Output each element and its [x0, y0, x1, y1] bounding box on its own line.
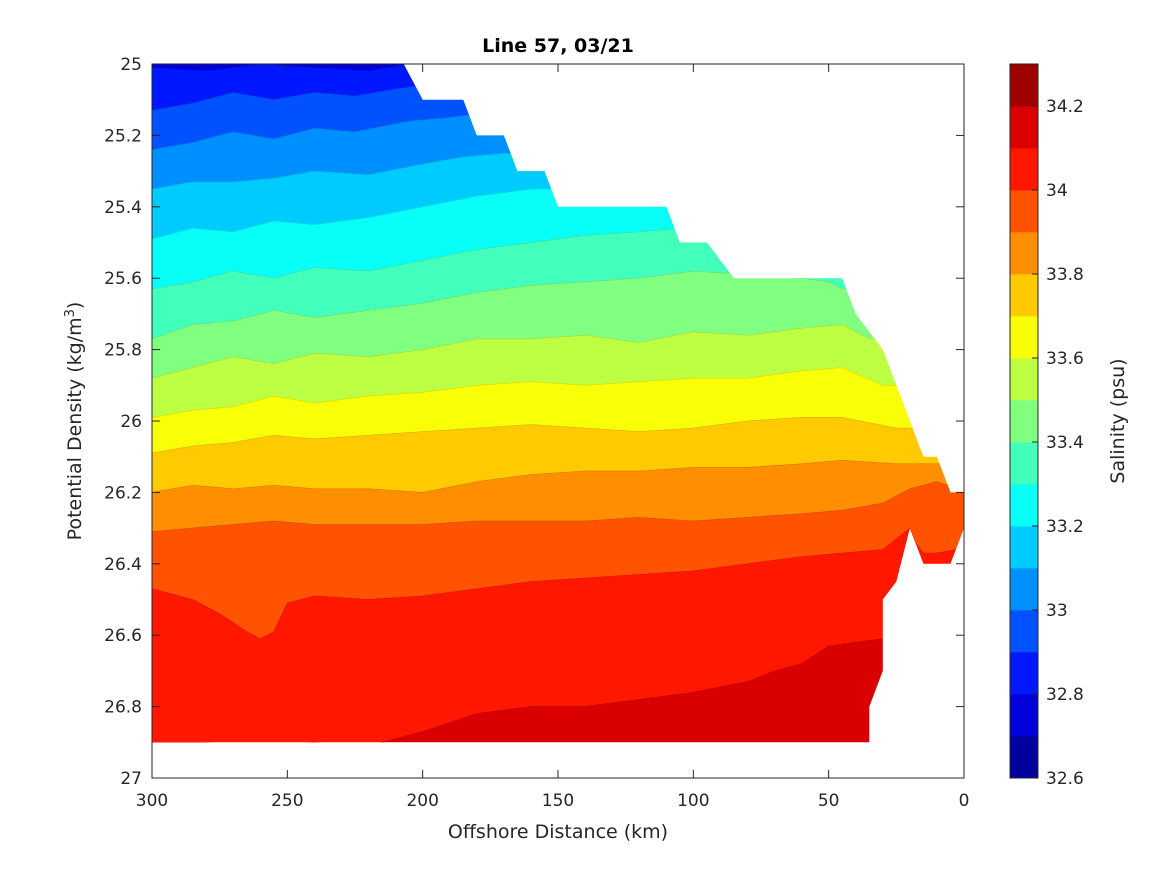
colorbar-ticks: 32.6 32.8 33 33.2 33.4 33.6 33.8 34 34.2 — [1032, 97, 1084, 789]
x-axis: 300 250 200 150 100 50 0 — [136, 64, 970, 811]
colorbar-tick-label: 32.8 — [1046, 685, 1084, 705]
colorbar-band — [1010, 568, 1038, 611]
contour-line — [152, 188, 964, 240]
y-axis-label-superscript: 3 — [63, 309, 78, 317]
colorbar-tick-label: 33.8 — [1046, 265, 1084, 285]
colorbar-band — [1010, 694, 1038, 737]
contour-line — [152, 270, 964, 340]
contour-line — [152, 227, 964, 290]
y-tick-label: 25.8 — [104, 341, 142, 361]
y-axis-label-main: Potential Density (kg/m — [64, 317, 86, 540]
y-tick-label: 26.6 — [104, 626, 142, 646]
colorbar-frame — [1009, 63, 1039, 779]
y-tick-label: 26.8 — [104, 698, 142, 718]
x-tick-label: 300 — [136, 791, 168, 811]
colorbar-band — [1010, 652, 1038, 695]
chart-title: Line 57, 03/21 — [482, 35, 634, 57]
contour-line — [152, 324, 964, 379]
contour-line — [152, 85, 964, 111]
y-axis-label: Potential Density (kg/m3) — [63, 302, 87, 541]
colorbar-band — [1010, 526, 1038, 569]
colorbar-tick-label: 33 — [1046, 601, 1068, 621]
y-axis-label-end: ) — [64, 302, 86, 309]
colorbar-label: Salinity (psu) — [1107, 358, 1129, 483]
y-tick-label: 25 — [120, 55, 142, 75]
y-tick-label: 27 — [120, 769, 142, 789]
colorbar-band — [1010, 106, 1038, 149]
colorbar-band — [1010, 316, 1038, 359]
colorbar-band — [1010, 274, 1038, 317]
y-tick-label: 25.2 — [104, 126, 142, 146]
colorbar — [1010, 64, 1038, 779]
y-axis: 25 25.2 25.4 25.6 25.8 26 26.2 26.4 26.6 26.8 27 — [104, 55, 964, 789]
contour-line — [152, 113, 964, 150]
x-tick-label: 250 — [271, 791, 303, 811]
colorbar-tick-label: 34 — [1046, 181, 1068, 201]
contour-line — [152, 153, 964, 190]
y-tick-label: 26.4 — [104, 555, 142, 575]
contour-line — [152, 417, 964, 454]
colorbar-tick-label: 33.6 — [1046, 349, 1084, 369]
x-axis-label: Offshore Distance (km) — [448, 821, 668, 843]
contour-line — [152, 367, 964, 418]
colorbar-tick-label: 34.2 — [1046, 97, 1084, 117]
colorbar-band — [1010, 232, 1038, 275]
y-tick-label: 25.4 — [104, 198, 142, 218]
colorbar-tick-label: 32.6 — [1046, 769, 1084, 789]
colorbar-band — [1010, 484, 1038, 527]
colorbar-band — [1010, 64, 1038, 107]
contour-line — [152, 460, 964, 493]
colorbar-band — [1010, 442, 1038, 485]
colorbar-band — [1010, 400, 1038, 443]
colorbar-tick-label: 33.4 — [1046, 433, 1084, 453]
contour-line — [152, 481, 964, 532]
x-tick-label: 200 — [406, 791, 438, 811]
x-tick-label: 0 — [959, 791, 970, 811]
contour-line — [152, 638, 964, 743]
x-tick-label: 50 — [818, 791, 840, 811]
colorbar-band — [1010, 358, 1038, 401]
colorbar-band — [1010, 148, 1038, 191]
y-tick-label: 25.6 — [104, 269, 142, 289]
y-tick-label: 26 — [120, 412, 142, 432]
y-tick-label: 26.2 — [104, 483, 142, 503]
colorbar-tick-label: 33.2 — [1046, 517, 1084, 537]
colorbar-band — [1010, 736, 1038, 779]
x-tick-label: 100 — [677, 791, 709, 811]
colorbar-band — [1010, 190, 1038, 233]
x-tick-label: 150 — [542, 791, 574, 811]
colorbar-band — [1010, 610, 1038, 653]
